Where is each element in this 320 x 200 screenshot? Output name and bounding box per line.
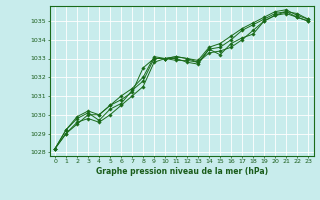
- X-axis label: Graphe pression niveau de la mer (hPa): Graphe pression niveau de la mer (hPa): [96, 167, 268, 176]
